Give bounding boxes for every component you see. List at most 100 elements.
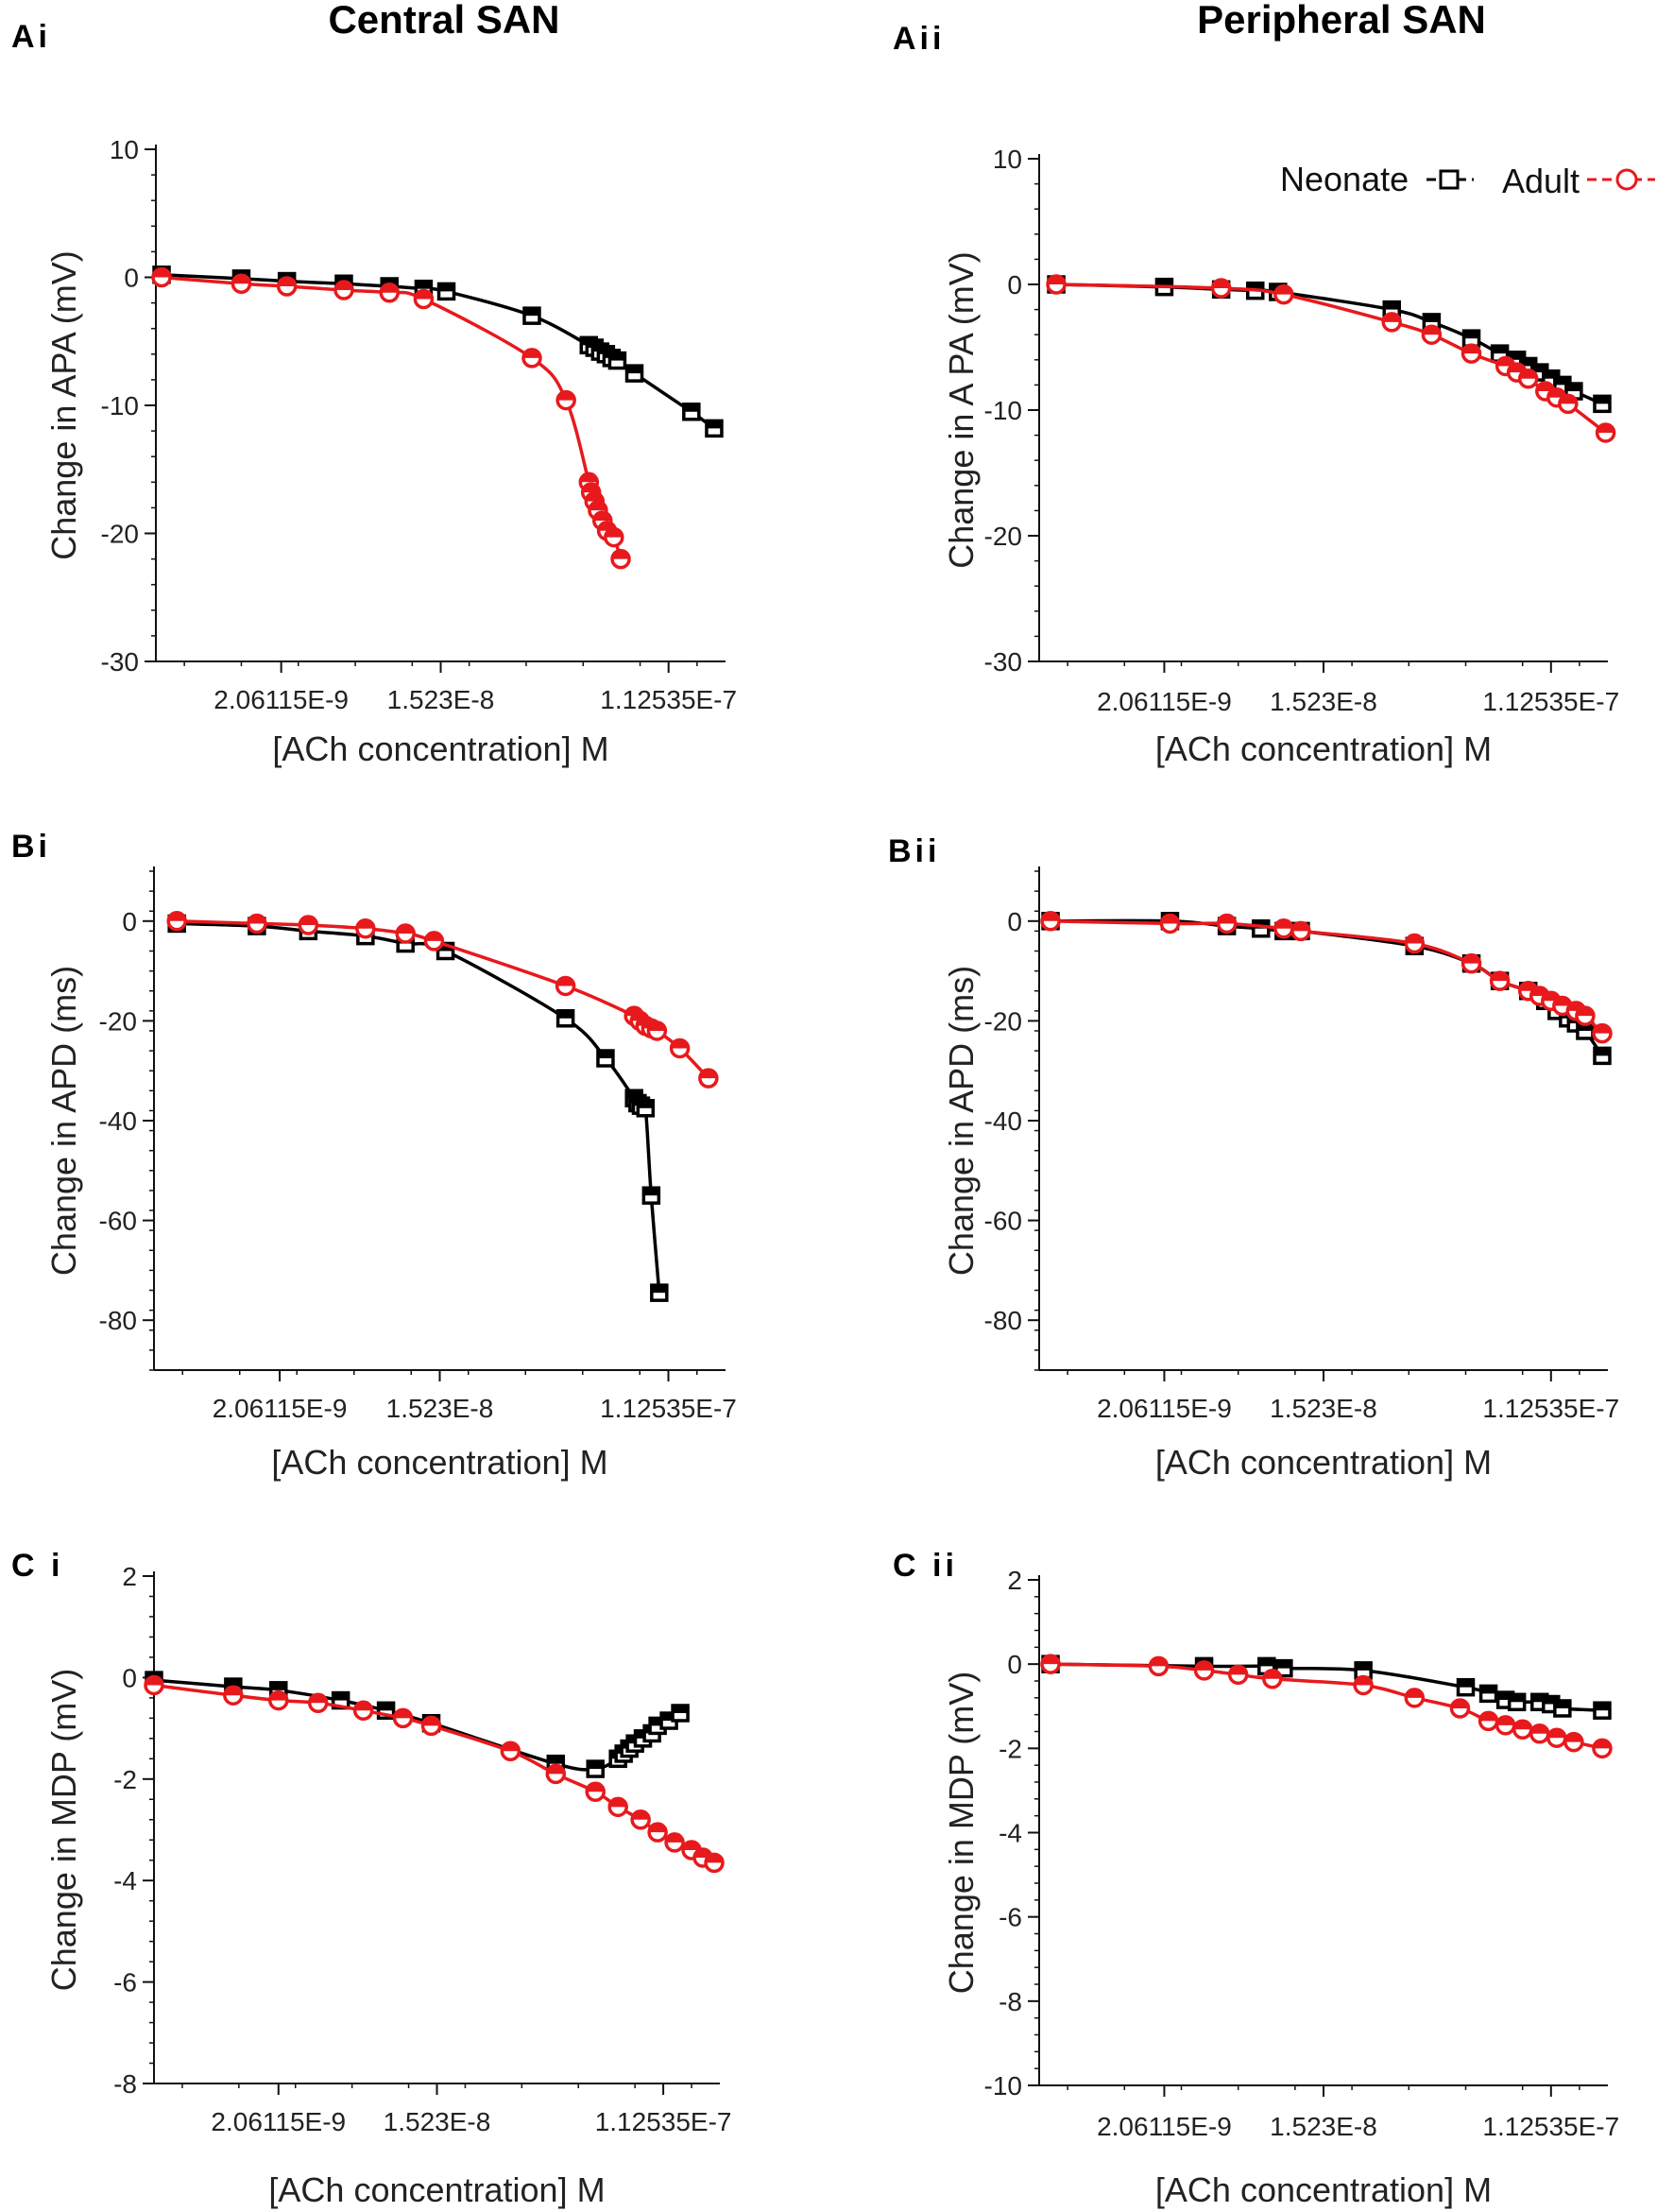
- data-point-fill-neonate: [1554, 1700, 1570, 1708]
- data-point-fill-neonate: [335, 276, 351, 284]
- panel-label-ai: Ai: [11, 19, 51, 55]
- series-line-adult: [161, 275, 623, 560]
- panel-bii: Bii 0 -20 -40 -60 -80 2.06115E-9 1.523E-8 1.1253…: [888, 833, 1619, 1482]
- data-point-fill-adult: [586, 492, 604, 502]
- data-point-fill-adult: [356, 919, 374, 929]
- data-point-fill-neonate: [597, 1051, 613, 1058]
- data-point-fill-neonate: [1531, 1694, 1547, 1703]
- y-tick-label: 2: [1007, 1566, 1022, 1595]
- y-tick-label: -8: [999, 1987, 1022, 2016]
- y-tick-label: 0: [1007, 1650, 1022, 1679]
- data-point-fill-adult: [299, 917, 317, 926]
- y-tick-label: -2: [113, 1765, 137, 1794]
- x-tick-label: 2.06115E-9: [211, 2107, 346, 2136]
- series-line-neonate: [1056, 283, 1603, 405]
- y-tick-label: -80: [99, 1306, 137, 1335]
- data-point-fill-adult: [1559, 395, 1577, 404]
- data-point-fill-adult: [1593, 1024, 1611, 1034]
- data-point-fill-neonate: [1520, 358, 1536, 367]
- y-tick-label: -10: [984, 2071, 1022, 2101]
- data-point-fill-adult: [1161, 915, 1179, 924]
- y-tick-label: -4: [113, 1866, 137, 1895]
- y-tick-label: -8: [113, 2069, 137, 2099]
- y-tick-label: -20: [984, 522, 1022, 551]
- y-tick-label: 10: [993, 145, 1022, 174]
- data-point-fill-adult: [605, 528, 623, 538]
- data-point-fill-neonate: [706, 420, 722, 429]
- data-point-fill-adult: [1451, 1699, 1469, 1708]
- x-tick-label: 1.523E-8: [1270, 2112, 1377, 2141]
- data-point-fill-neonate: [1497, 1692, 1513, 1701]
- data-point-fill-adult: [422, 1717, 440, 1726]
- data-point-fill-adult: [1462, 345, 1480, 354]
- data-point-fill-adult: [632, 1810, 650, 1820]
- panel-ci: C i 2 0 -2 -4 -6 -8 2.06115E-9 1.523E-8 1.12535E-…: [11, 1548, 731, 2209]
- data-point-fill-adult: [248, 915, 265, 924]
- data-point-fill-adult: [153, 268, 171, 278]
- y-tick-label: -20: [984, 1006, 1022, 1036]
- y-tick-label: -30: [984, 647, 1022, 677]
- panel-ai: Ai 10 0 -10 -20 -30 2.06115E-9 1.523E-8 1.12535E…: [11, 19, 737, 768]
- column-title-right: Peripheral SAN: [1197, 0, 1486, 42]
- data-point-fill-adult: [587, 1783, 605, 1792]
- data-point-fill-neonate: [1356, 1662, 1372, 1671]
- data-point-fill-adult: [582, 484, 600, 493]
- data-point-fill-neonate: [650, 1718, 666, 1726]
- y-tick-label: -10: [984, 396, 1022, 425]
- data-point-fill-neonate: [661, 1713, 677, 1722]
- x-tick-label: 2.06115E-9: [213, 1394, 348, 1423]
- data-point-fill-adult: [666, 1833, 684, 1843]
- data-point-fill-neonate: [609, 352, 625, 361]
- x-tick-label: 2.06115E-9: [214, 685, 349, 714]
- panel-label-bii: Bii: [888, 833, 940, 869]
- y-tick-label: -60: [984, 1207, 1022, 1236]
- panel-label-cii: C ii: [893, 1548, 958, 1584]
- data-point-fill-adult: [1042, 912, 1060, 921]
- data-point-fill-adult: [1564, 1733, 1582, 1742]
- data-point-fill-neonate: [1424, 314, 1440, 322]
- x-tick-label: 1.12535E-7: [595, 2107, 732, 2136]
- x-tick-label: 1.12535E-7: [1482, 1394, 1619, 1423]
- data-point-fill-adult: [168, 912, 186, 921]
- data-point-fill-neonate: [1458, 1679, 1474, 1688]
- data-point-fill-adult: [1383, 313, 1401, 322]
- data-point-fill-neonate: [1543, 370, 1559, 379]
- data-point-fill-neonate: [1594, 1048, 1610, 1056]
- x-axis-label: [ACh concentration] M: [271, 1443, 607, 1482]
- y-tick-label: -80: [984, 1306, 1022, 1335]
- data-point-fill-adult: [1229, 1666, 1247, 1675]
- data-point-fill-neonate: [1247, 283, 1263, 291]
- data-point-fill-neonate: [638, 1100, 654, 1108]
- data-point-fill-neonate: [270, 1682, 286, 1690]
- data-point-fill-adult: [609, 1798, 627, 1808]
- data-point-fill-adult: [145, 1676, 162, 1686]
- series-line-adult: [153, 1683, 715, 1865]
- legend-label-neonate: Neonate: [1280, 160, 1409, 198]
- y-tick-label: 10: [110, 135, 139, 164]
- data-point-fill-neonate: [683, 403, 699, 412]
- data-point-fill-neonate: [1577, 1022, 1593, 1031]
- data-point-fill-adult: [381, 283, 399, 293]
- data-point-fill-adult: [612, 550, 630, 559]
- data-point-fill-adult: [1263, 1670, 1281, 1679]
- y-tick-label: 0: [122, 1663, 137, 1692]
- data-point-fill-neonate: [588, 1761, 604, 1770]
- data-point-fill-adult: [522, 349, 540, 358]
- y-tick-label: -20: [101, 520, 139, 549]
- data-point-fill-adult: [1291, 922, 1309, 932]
- data-point-fill-neonate: [1492, 346, 1508, 354]
- data-point-fill-adult: [1553, 997, 1571, 1006]
- data-point-fill-adult: [683, 1841, 701, 1850]
- y-tick-label: -6: [999, 1903, 1022, 1932]
- panel-aii: Aii 10 0 -10 -20 -30 2.06115E-9 1.523E-8 1.12535…: [893, 21, 1619, 768]
- data-point-fill-neonate: [1543, 1696, 1559, 1705]
- data-point-fill-neonate: [1275, 1660, 1291, 1669]
- data-point-fill-adult: [232, 275, 250, 284]
- column-title-left: Central SAN: [328, 0, 559, 42]
- data-point-fill-adult: [1519, 369, 1537, 379]
- data-point-fill-neonate: [1554, 377, 1570, 386]
- data-point-fill-adult: [1496, 1716, 1514, 1725]
- data-point-fill-adult: [1593, 1740, 1611, 1749]
- data-point-fill-adult: [557, 391, 575, 401]
- data-point-fill-adult: [706, 1854, 724, 1863]
